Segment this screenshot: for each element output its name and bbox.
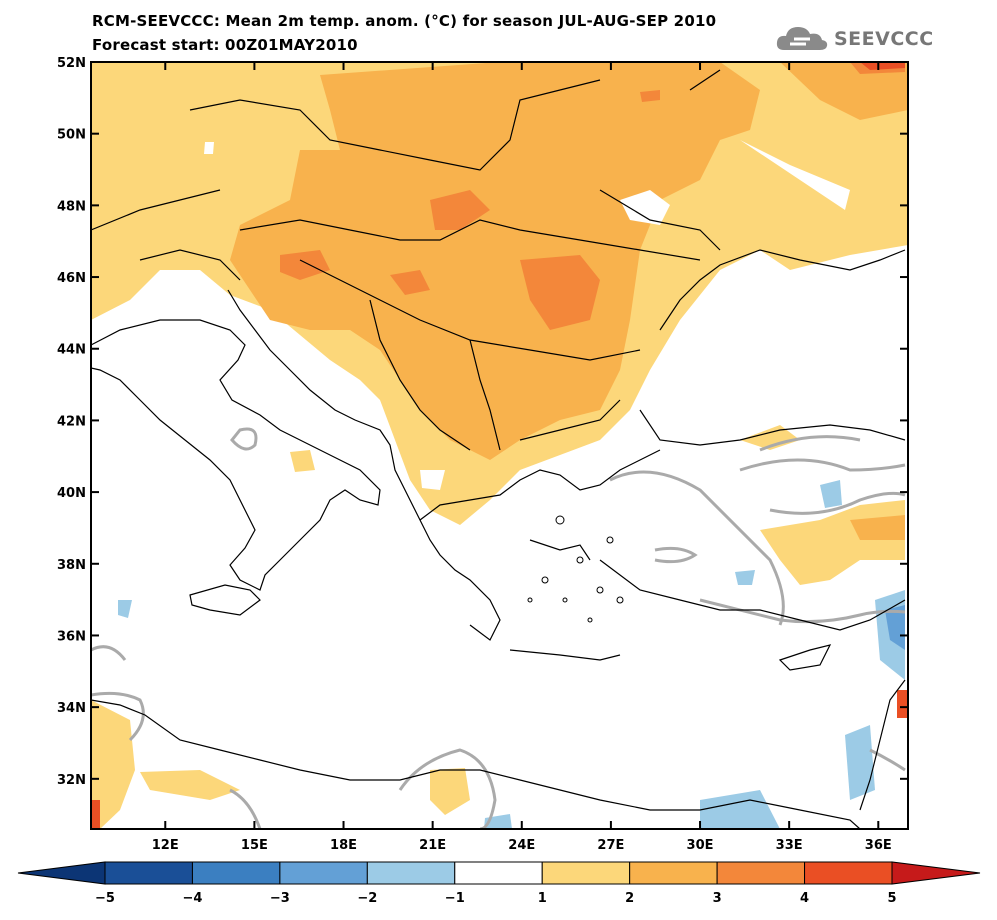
anomaly-band-2-3 <box>230 62 760 460</box>
coastlines-and-borders <box>91 69 906 829</box>
seevccc-logo: SEEVCCC <box>776 24 934 54</box>
colorbar-segment <box>366 861 456 885</box>
colorbar-label: 2 <box>625 891 634 906</box>
colorbar-high-arrow <box>891 861 981 885</box>
colorbar-segment <box>279 861 368 885</box>
lat-label: 42N <box>57 414 86 429</box>
colorbar-label: 1 <box>538 891 547 906</box>
lat-label: 38N <box>57 558 86 573</box>
anomaly-field <box>91 62 908 829</box>
zero-anomaly-contours <box>91 427 906 829</box>
anomaly-band-4-5 <box>860 62 905 70</box>
lat-label: 32N <box>57 773 86 788</box>
map-title: RCM-SEEVCCC: Mean 2m temp. anom. (°C) fo… <box>92 12 717 30</box>
lon-label: 30E <box>687 838 714 853</box>
lat-label: 40N <box>57 486 86 501</box>
colorbar-segment <box>104 861 193 885</box>
colorbar-label: −4 <box>182 891 202 906</box>
colorbar-label: −1 <box>445 891 465 906</box>
longitude-axis: 12E 15E 18E 21E 24E 27E 30E 33E 36E <box>152 62 892 853</box>
colorbar-segment <box>629 861 718 885</box>
lon-label: 18E <box>330 838 357 853</box>
lat-label: 50N <box>57 128 86 143</box>
colorbar-label: 4 <box>800 891 809 906</box>
latitude-axis: 52N 50N 48N 46N 44N 42N 40N 38N 36N 34N 32N <box>57 56 908 788</box>
lon-label: 15E <box>241 838 268 853</box>
lat-label: 46N <box>57 271 86 286</box>
colorbar-label: −5 <box>95 891 115 906</box>
lon-label: 33E <box>776 838 803 853</box>
aegean-islands <box>527 515 624 623</box>
lat-label: 36N <box>57 629 86 644</box>
lat-label: 48N <box>57 199 86 214</box>
lat-label: 44N <box>57 343 86 358</box>
lon-label: 36E <box>865 838 892 853</box>
colorbar-segment <box>454 861 543 885</box>
colorbar: −5 −4 −3 −2 −1 1 2 3 4 5 <box>17 861 981 906</box>
colorbar-label: 5 <box>887 891 896 906</box>
colorbar-low-arrow <box>17 861 106 885</box>
colorbar-label: 3 <box>713 891 722 906</box>
colorbar-segment <box>191 861 281 885</box>
anomaly-band-3-4 <box>430 190 490 230</box>
colorbar-segment <box>804 861 893 885</box>
lat-label: 34N <box>57 701 86 716</box>
lon-label: 27E <box>597 838 624 853</box>
forecast-start-label: Forecast start: 00Z01MAY2010 <box>92 36 358 54</box>
logo-text: SEEVCCC <box>834 28 934 50</box>
lon-label: 24E <box>508 838 535 853</box>
colorbar-segment <box>716 861 806 885</box>
colorbar-label: −2 <box>357 891 377 906</box>
cloud-icon <box>776 27 828 50</box>
colorbar-label: −3 <box>270 891 290 906</box>
colorbar-segment <box>541 861 631 885</box>
map-frame <box>90 61 909 830</box>
lat-label: 52N <box>57 56 86 71</box>
lon-label: 21E <box>419 838 446 853</box>
lon-label: 12E <box>152 838 179 853</box>
